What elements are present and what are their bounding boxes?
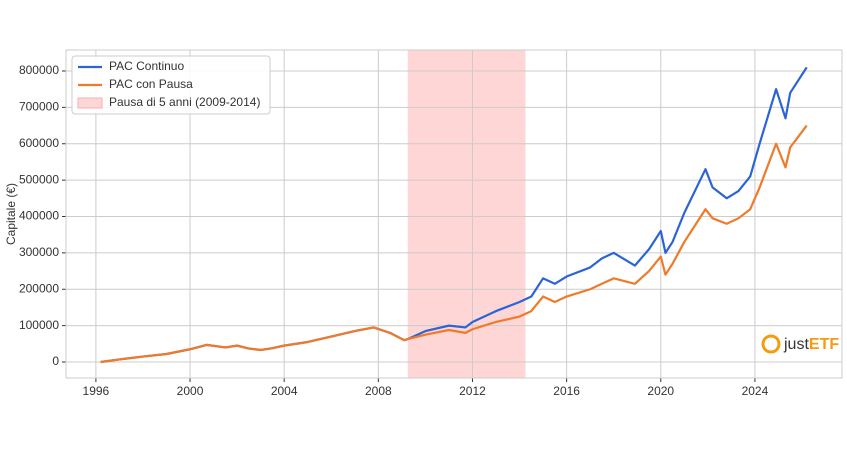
y-tick-label: 600000 — [19, 136, 59, 150]
y-tick-label: 300000 — [19, 245, 59, 259]
x-tick-label: 1996 — [83, 384, 110, 398]
x-tick-label: 2024 — [742, 384, 769, 398]
y-tick-label: 200000 — [19, 281, 59, 295]
x-tick-label: 2016 — [553, 384, 580, 398]
logo-text: justETF — [783, 336, 839, 353]
plot-frame — [65, 49, 843, 379]
legend-swatch — [77, 97, 103, 109]
y-tick-label: 0 — [52, 354, 59, 368]
y-axis-label: Capitale (€) — [4, 183, 18, 245]
x-tick-label: 2000 — [177, 384, 204, 398]
y-tick-label: 400000 — [19, 209, 59, 223]
y-tick-label: 100000 — [19, 318, 59, 332]
logo: justETF — [761, 334, 839, 354]
x-tick-label: 2020 — [647, 384, 674, 398]
x-tick-label: 2004 — [271, 384, 298, 398]
y-tick-label: 800000 — [19, 63, 59, 77]
logo-icon — [761, 334, 781, 354]
y-tick-label: 700000 — [19, 100, 59, 114]
x-tick-label: 2012 — [459, 384, 486, 398]
logo-text-2: ETF — [809, 336, 839, 353]
series-line — [100, 124, 808, 364]
legend-label: Pausa di 5 anni (2009-2014) — [109, 95, 260, 109]
x-tick-label: 2008 — [365, 384, 392, 398]
logo-text-1: just — [783, 336, 809, 353]
y-tick-label: 500000 — [19, 172, 59, 186]
pause-span — [407, 50, 526, 378]
legend-box — [71, 55, 271, 115]
legend-label: PAC Continuo — [109, 59, 184, 73]
legend-label: PAC con Pausa — [109, 77, 193, 91]
